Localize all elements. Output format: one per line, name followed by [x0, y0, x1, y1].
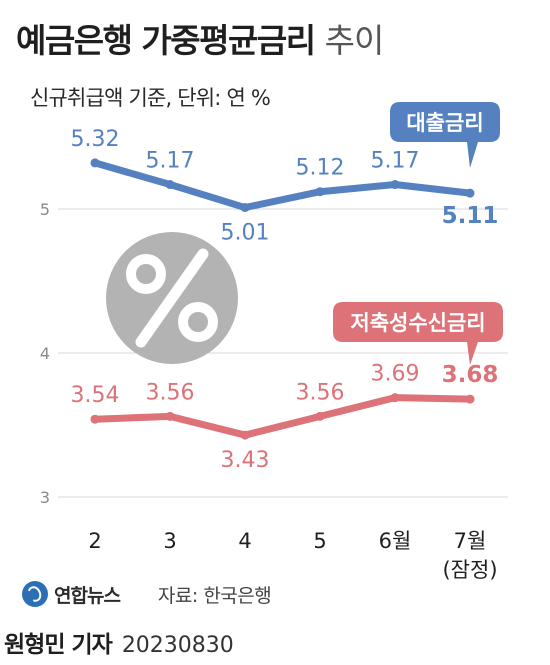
data-label-loan: 5.32 [71, 127, 120, 152]
logo-text: 연합뉴스 [54, 584, 121, 607]
data-label-deposit: 3.54 [71, 383, 120, 408]
x-tick-label: 7월 [454, 529, 487, 553]
x-tick-label: 2 [88, 529, 101, 553]
data-point-loan [165, 180, 175, 190]
percent-glyph-slash [135, 248, 209, 348]
data-label-loan: 5.01 [221, 221, 270, 246]
data-point-loan [390, 180, 400, 190]
byline: 원형민 기자 20230830 [4, 625, 234, 659]
percent-glyph-top-ring [126, 254, 166, 294]
data-label-loan: 5.17 [371, 149, 420, 174]
y-tick-label: 4 [40, 344, 50, 363]
percent-glyph-bottom-ring [178, 302, 218, 342]
source-text: 자료: 한국은행 [157, 584, 272, 607]
data-label-deposit: 3.43 [221, 448, 270, 473]
legend-callout-deposit-label: 저축성수신금리 [350, 311, 485, 335]
data-label-loan: 5.11 [442, 203, 499, 229]
x-tick-label: 4 [238, 529, 251, 553]
data-label-deposit: 3.56 [296, 380, 345, 405]
data-label-loan: 5.17 [146, 149, 195, 174]
legend-callout-loan-label: 대출금리 [406, 111, 483, 135]
data-label-deposit: 3.56 [146, 380, 195, 405]
data-point-deposit [315, 411, 325, 421]
x-tick-label: 5 [313, 529, 326, 553]
data-point-deposit [165, 411, 175, 421]
byline-name: 원형민 기자 [4, 632, 113, 658]
title-row: 예금은행 가중평균금리 추이 [16, 14, 385, 62]
legend-callout-loan-box [390, 102, 500, 168]
percent-icon [106, 232, 238, 364]
x-tick-label: 6월 [379, 529, 412, 553]
chart-subtitle: 신규취급액 기준, 단위: 연 % [30, 86, 271, 110]
data-label-loan: 5.12 [296, 156, 345, 181]
legend-callout-deposit-box [333, 302, 503, 365]
chart-title: 예금은행 가중평균금리 [16, 21, 316, 60]
data-point-loan [240, 203, 250, 213]
byline-date: 20230830 [121, 633, 234, 658]
data-point-deposit [90, 414, 100, 424]
y-tick-label: 3 [40, 488, 50, 507]
data-point-loan [315, 187, 325, 197]
series-line-loan [91, 159, 474, 212]
chart-title-suffix: 추이 [324, 21, 385, 60]
data-point-loan [90, 158, 100, 168]
footer-row: 연합뉴스 자료: 한국은행 [22, 580, 272, 608]
y-tick-label: 5 [40, 200, 50, 219]
data-point-deposit [465, 394, 475, 404]
data-label-deposit: 3.68 [442, 362, 499, 388]
x-tick-note: (잠정) [442, 558, 497, 582]
data-label-deposit: 3.69 [371, 362, 420, 387]
x-tick-label: 3 [163, 529, 176, 553]
yonhap-logo-icon [22, 581, 48, 607]
data-point-deposit [390, 393, 400, 403]
series-line-deposit [91, 394, 474, 439]
data-point-loan [465, 188, 475, 198]
data-point-deposit [240, 430, 250, 440]
